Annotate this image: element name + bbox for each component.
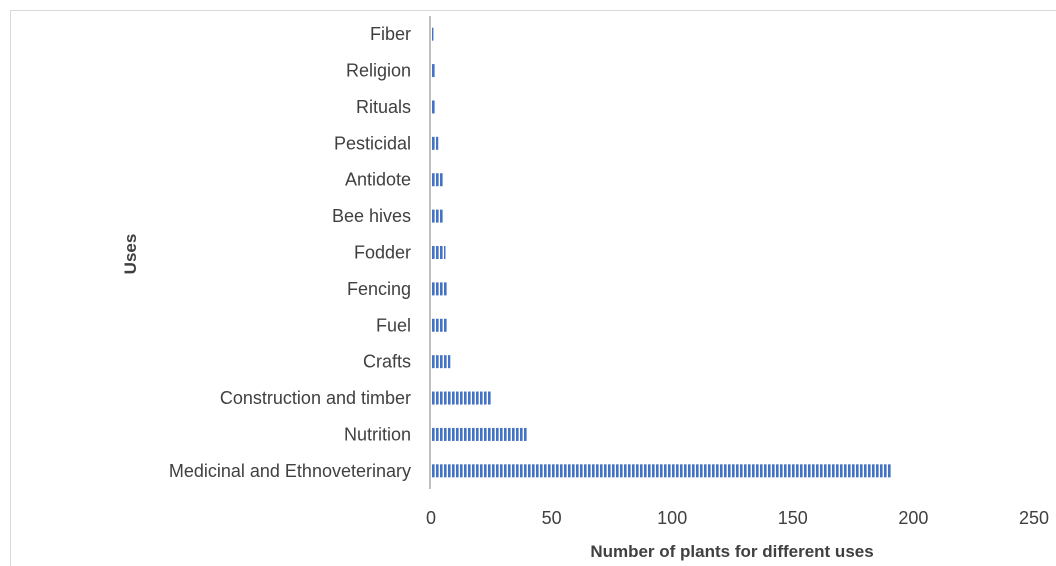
category-label: Crafts <box>363 352 411 372</box>
x-tick-label: 100 <box>657 508 687 528</box>
category-label: Pesticidal <box>334 133 411 153</box>
bar-antidote <box>431 173 444 187</box>
category-label: Rituals <box>356 97 411 117</box>
bar-fencing <box>431 282 448 296</box>
category-label: Nutrition <box>344 424 411 444</box>
bar-crafts <box>431 355 451 369</box>
bar-nutrition <box>431 427 528 441</box>
x-tick-label: 150 <box>778 508 808 528</box>
bar-fiber <box>431 27 434 41</box>
category-label: Fuel <box>376 315 411 335</box>
category-label: Fencing <box>347 279 411 299</box>
category-label: Fiber <box>370 24 411 44</box>
category-label: Construction and timber <box>220 388 411 408</box>
bar-pesticidal <box>431 136 439 150</box>
x-tick-label: 200 <box>898 508 928 528</box>
bar-fuel <box>431 318 448 332</box>
category-label: Bee hives <box>332 206 411 226</box>
bar-rituals <box>431 100 436 114</box>
bar-bee-hives <box>431 209 444 223</box>
bar-construction-and-timber <box>431 391 492 405</box>
bar-fodder <box>431 246 446 259</box>
category-label: Religion <box>346 61 411 81</box>
chart-frame <box>10 10 1056 566</box>
bar-medicinal-and-ethnoveterinary <box>431 464 892 478</box>
category-label: Medicinal and Ethnoveterinary <box>169 461 411 481</box>
category-label: Antidote <box>345 170 411 190</box>
x-tick-label: 0 <box>426 508 436 528</box>
y-axis-title: Uses <box>121 234 140 275</box>
category-label: Fodder <box>354 243 411 263</box>
x-axis-title: Number of plants for different uses <box>590 542 873 561</box>
x-tick-label: 50 <box>542 508 562 528</box>
bar-religion <box>431 64 436 78</box>
x-tick-label: 250 <box>1019 508 1049 528</box>
